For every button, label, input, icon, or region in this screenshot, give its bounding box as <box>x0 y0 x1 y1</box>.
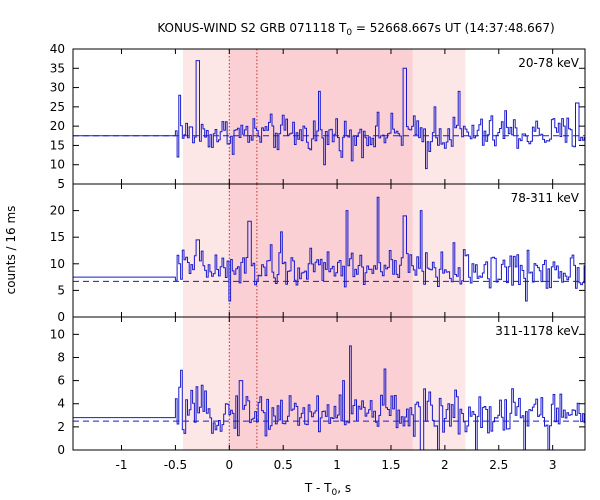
y-tick-label: 5 <box>57 283 65 297</box>
panel-3: 0 2 4 6 8 10 311-1178 keV <box>50 316 586 457</box>
x-tick-label: -0.5 <box>164 458 187 472</box>
light-curve-series <box>73 60 585 170</box>
y-tick-label: 0 <box>57 310 65 324</box>
x-tick-label: 3 <box>549 458 557 472</box>
light-curve-series <box>73 345 585 451</box>
y-tick-label: 0 <box>57 443 65 457</box>
x-tick-label: 2.5 <box>489 458 508 472</box>
y-tick-label: 20 <box>50 119 65 133</box>
y-tick-label: 35 <box>50 61 65 75</box>
y-tick-label: 20 <box>50 204 65 218</box>
y-axis-label: counts / 16 ms <box>4 206 18 295</box>
energy-band-label: 20-78 keV <box>518 56 580 70</box>
y-tick-label: 40 <box>50 42 65 56</box>
panel-2: 0 5 10 15 20 78-311 keV <box>50 183 586 324</box>
y-tick-label: 10 <box>50 158 65 172</box>
x-tick-label: 2 <box>441 458 449 472</box>
shade-dark-interval <box>229 184 413 317</box>
y-tick-label: 5 <box>57 177 65 191</box>
y-tick-label: 6 <box>57 374 65 388</box>
panel-frame <box>72 316 586 451</box>
x-tick-label: -1 <box>116 458 128 472</box>
panel-1: 5 10 15 20 25 30 35 40 20-78 keV <box>50 42 586 191</box>
x-tick-label: 0.5 <box>274 458 293 472</box>
y-tick-label: 4 <box>57 397 65 411</box>
y-tick-label: 15 <box>50 230 65 244</box>
energy-band-label: 78-311 keV <box>511 191 580 205</box>
y-tick-label: 30 <box>50 81 65 95</box>
light-curve-series <box>73 196 585 302</box>
y-tick-label: 2 <box>57 420 65 434</box>
energy-band-label: 311-1178 keV <box>495 324 579 338</box>
y-tick-label: 10 <box>50 327 65 341</box>
x-axis-label: T - T0, s <box>304 481 351 498</box>
x-tick-label: 0 <box>225 458 233 472</box>
x-tick-label: 1 <box>333 458 341 472</box>
y-tick-label: 8 <box>57 350 65 364</box>
shade-dark-interval <box>229 49 413 184</box>
y-tick-label: 15 <box>50 138 65 152</box>
y-tick-label: 25 <box>50 100 65 114</box>
x-tick-label: 1.5 <box>381 458 400 472</box>
figure-title: KONUS-WIND S2 GRB 071118 T0 = 52668.667s… <box>157 21 554 38</box>
shade-dark-interval <box>229 317 413 450</box>
y-tick-label: 10 <box>50 257 65 271</box>
